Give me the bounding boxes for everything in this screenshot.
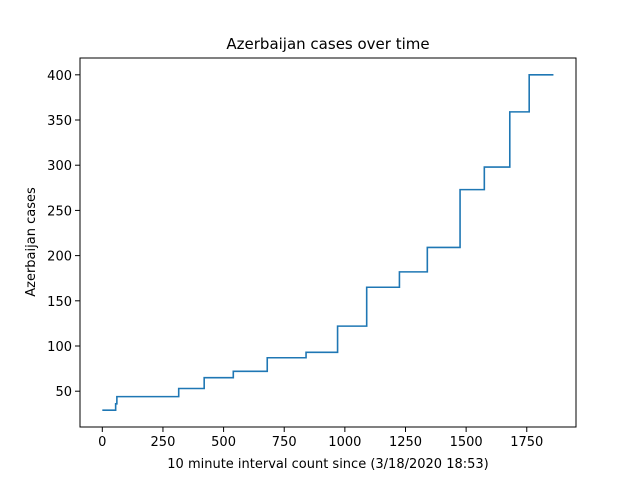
- x-tick-label: 500: [211, 435, 236, 450]
- y-tick-label: 50: [55, 385, 72, 400]
- y-tick-label: 300: [47, 159, 72, 174]
- y-tick-label: 150: [47, 295, 72, 310]
- x-tick-label: 1250: [389, 435, 422, 450]
- x-tick-label: 250: [151, 435, 176, 450]
- x-tick-label: 1500: [450, 435, 483, 450]
- x-tick-label: 0: [98, 435, 106, 450]
- axes-frame: [79, 57, 577, 428]
- x-tick-label: 1750: [510, 435, 543, 450]
- plot-area: [102, 74, 554, 411]
- y-tick-label: 250: [47, 204, 72, 219]
- y-axis-ticks: 50 100 150 200 250 300 350 400: [47, 69, 80, 400]
- y-tick-label: 100: [47, 340, 72, 355]
- y-tick-label: 200: [47, 250, 72, 265]
- x-tick-label: 750: [272, 435, 297, 450]
- x-tick-label: 1000: [328, 435, 361, 450]
- y-axis-label: Azerbaijan cases: [24, 187, 39, 297]
- chart-title: Azerbaijan cases over time: [226, 35, 429, 53]
- x-axis-label: 10 minute interval count since (3/18/202…: [167, 457, 488, 472]
- y-tick-label: 350: [47, 114, 72, 129]
- x-axis-ticks: 0 250 500 750 1000 1250 1500 1750: [98, 427, 543, 450]
- series-line-0: [102, 74, 554, 411]
- y-tick-label: 400: [47, 69, 72, 84]
